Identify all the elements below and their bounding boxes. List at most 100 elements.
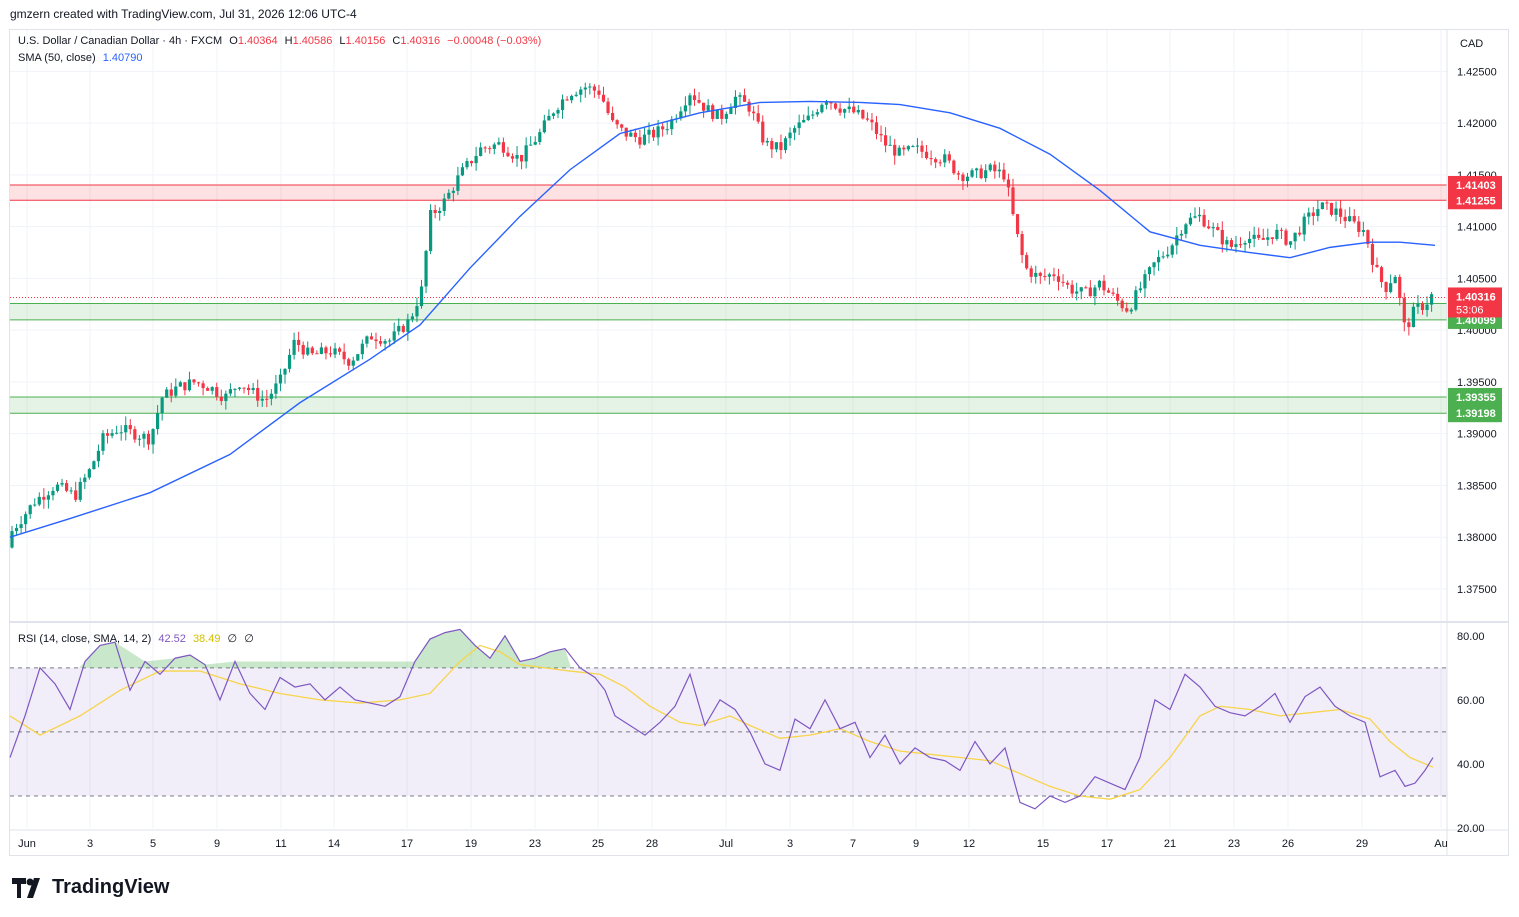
candle-body <box>811 114 815 116</box>
candle-body <box>506 152 510 157</box>
candle-body <box>124 425 128 433</box>
candle-body <box>560 99 565 111</box>
candle-body <box>247 387 251 391</box>
candle-body <box>1020 234 1024 256</box>
candle-body <box>69 490 73 492</box>
price-tick-label: 1.42000 <box>1457 118 1497 130</box>
candle-body <box>802 120 806 123</box>
price-tick-label: 1.42500 <box>1457 66 1497 78</box>
candle-body <box>156 413 160 430</box>
candle-body <box>419 286 424 307</box>
candle-body <box>538 132 542 143</box>
candle-body <box>1170 245 1174 255</box>
candle-body <box>101 433 105 451</box>
candle-body <box>1134 290 1138 310</box>
candle-body <box>397 325 401 332</box>
candle-body <box>815 112 819 115</box>
candle-body <box>497 142 501 145</box>
candle-body <box>943 154 947 163</box>
open-label: O <box>229 35 238 47</box>
candle-body <box>934 159 938 163</box>
candle-body <box>328 353 333 355</box>
rsi-tick-label: 60.00 <box>1457 695 1485 707</box>
time-tick-label: 19 <box>465 838 477 850</box>
candle-body <box>1243 243 1247 245</box>
candle-body <box>406 319 410 332</box>
candle-body <box>997 169 1001 172</box>
candle-body <box>629 132 633 137</box>
candle-body <box>779 142 783 151</box>
symbol-label[interactable]: U.S. Dollar / Canadian Dollar · 4h · FXC… <box>18 35 223 47</box>
candle-body <box>829 102 833 104</box>
support-price-tag-text: 1.39198 <box>1456 408 1496 420</box>
candle-body <box>920 145 924 152</box>
time-tick-label: 11 <box>275 838 286 850</box>
time-tick-label: 17 <box>1101 838 1113 850</box>
low-label: L <box>339 35 346 47</box>
candle-body <box>524 145 528 162</box>
candle-body <box>483 147 487 149</box>
candle-body <box>1393 276 1397 284</box>
candle-body <box>597 90 601 95</box>
candle-body <box>874 122 879 134</box>
candle-body <box>961 174 965 182</box>
currency-label[interactable]: CAD <box>1460 38 1484 50</box>
candle-body <box>133 429 137 440</box>
sma-label[interactable]: SMA (50, close) <box>18 52 96 64</box>
candle-body <box>1234 244 1238 247</box>
candle-body <box>1229 240 1233 247</box>
candle-body <box>210 387 214 391</box>
candle-body <box>206 388 210 391</box>
candle-body <box>460 167 465 176</box>
candle-body <box>265 398 269 400</box>
time-tick-label: Jul <box>719 838 733 850</box>
time-tick-label: 23 <box>1228 838 1240 850</box>
rsi-tick-label: 80.00 <box>1457 631 1485 643</box>
candle-body <box>169 389 173 396</box>
candle-body <box>856 109 860 113</box>
candle-body <box>915 145 920 147</box>
candle-body <box>1298 232 1302 235</box>
support-zone <box>10 303 1447 320</box>
candle-body <box>1143 274 1147 289</box>
candle-body <box>1389 283 1393 292</box>
candle-body <box>1288 241 1293 245</box>
candle-body <box>24 514 28 525</box>
candle-body <box>14 528 19 532</box>
chart-frame <box>9 29 1509 856</box>
candle-body <box>1006 179 1011 188</box>
candle-body <box>906 146 910 150</box>
candle-body <box>242 387 246 389</box>
candle-body <box>1384 282 1388 292</box>
candle-body <box>843 109 847 113</box>
candle-body <box>442 198 446 211</box>
price-tick-label: 1.38500 <box>1457 480 1497 492</box>
candle-body <box>297 339 301 345</box>
candle-body <box>1279 229 1284 231</box>
candle-body <box>620 124 624 128</box>
candle-body <box>938 162 942 164</box>
candle-body <box>1015 214 1020 235</box>
candle-body <box>456 175 460 191</box>
candle-body <box>979 168 983 179</box>
candle-body <box>1002 169 1006 180</box>
rsi-label[interactable]: RSI (14, close, SMA, 14, 2) <box>18 633 152 645</box>
tradingview-logo[interactable]: TradingView <box>12 876 169 899</box>
candle-body <box>1066 282 1070 285</box>
candle-body <box>105 433 110 436</box>
time-tick-label: 9 <box>214 838 220 850</box>
candle-body <box>697 99 701 103</box>
candle-body <box>1097 280 1102 288</box>
candle-body <box>1147 267 1152 275</box>
candle-body <box>1106 290 1111 293</box>
time-tick-label: Jun <box>18 838 36 850</box>
candle-body <box>237 387 242 389</box>
candle-body <box>806 115 810 121</box>
candle-body <box>638 137 642 145</box>
candle-body <box>1061 281 1065 283</box>
candle-body <box>984 170 988 179</box>
candle-body <box>579 89 583 95</box>
last-price-text: 1.40316 <box>1456 291 1496 303</box>
candle-body <box>1093 287 1097 297</box>
